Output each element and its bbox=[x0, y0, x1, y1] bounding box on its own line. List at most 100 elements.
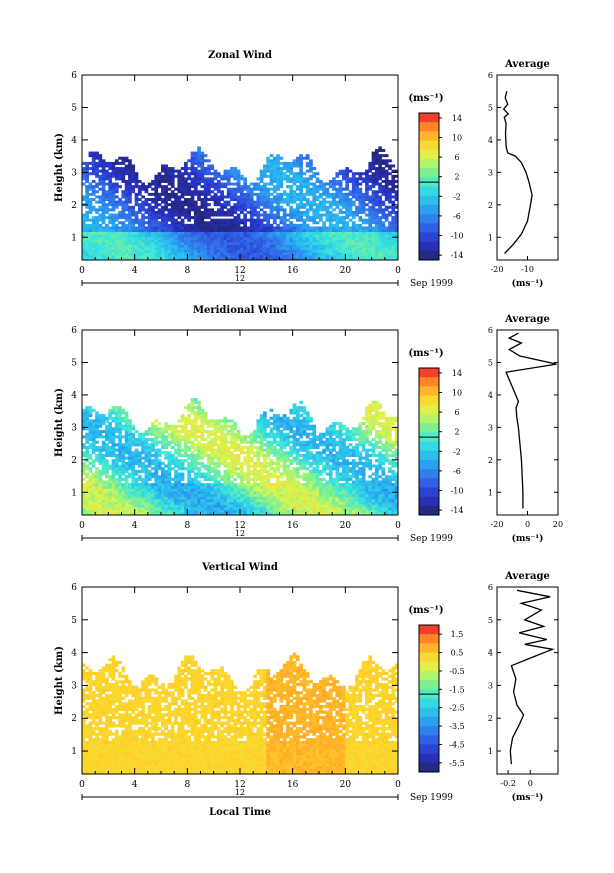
heatmap-cell bbox=[91, 239, 96, 243]
heatmap-cell bbox=[190, 234, 195, 238]
heatmap-cell bbox=[105, 226, 109, 230]
heatmap-cell bbox=[118, 198, 122, 202]
heatmap-cell bbox=[358, 223, 363, 227]
heatmap-cell bbox=[249, 485, 254, 489]
heatmap-cell bbox=[184, 419, 188, 423]
heatmap-cell bbox=[328, 205, 333, 209]
heatmap-cell bbox=[82, 198, 86, 202]
heatmap-cell bbox=[144, 198, 149, 202]
heatmap-cell bbox=[167, 477, 172, 481]
heatmap-cell bbox=[193, 208, 198, 212]
heatmap-cell bbox=[167, 499, 172, 503]
heatmap-cell bbox=[266, 445, 271, 450]
heatmap-cell bbox=[124, 461, 129, 465]
heatmap-cell bbox=[118, 249, 122, 253]
heatmap-cell bbox=[174, 174, 178, 178]
heatmap-cell bbox=[161, 169, 165, 173]
heatmap-cell bbox=[246, 218, 251, 222]
heatmap-cell bbox=[180, 190, 185, 194]
heatmap-cell bbox=[312, 252, 317, 256]
heatmap-cell bbox=[259, 213, 264, 217]
heatmap-cell bbox=[299, 190, 303, 194]
heatmap-cell bbox=[381, 159, 386, 163]
colorbar-segment bbox=[419, 223, 439, 233]
heatmap-cell bbox=[82, 177, 86, 181]
heatmap-cell bbox=[230, 218, 234, 222]
heatmap-cell bbox=[114, 203, 119, 207]
heatmap-cell bbox=[88, 485, 93, 489]
heatmap-cell bbox=[249, 435, 254, 439]
heatmap-cell bbox=[88, 203, 93, 207]
heatmap-cell bbox=[269, 507, 274, 511]
heatmap-cell bbox=[394, 229, 399, 232]
heatmap-cell bbox=[180, 483, 185, 487]
heatmap-cell bbox=[233, 203, 238, 207]
heatmap-cell bbox=[220, 195, 224, 199]
heatmap-cell bbox=[249, 451, 254, 455]
heatmap-cell bbox=[374, 159, 379, 163]
heatmap-cell bbox=[233, 254, 238, 258]
heatmap-cell bbox=[230, 195, 234, 199]
heatmap-cell bbox=[243, 177, 247, 181]
heatmap-cell bbox=[190, 499, 195, 503]
heatmap-cell bbox=[151, 483, 155, 487]
heatmap-cell bbox=[256, 182, 261, 186]
heatmap-cell bbox=[144, 467, 149, 471]
heatmap-cell bbox=[111, 213, 116, 217]
x-tick-label: 12 bbox=[234, 266, 245, 276]
heatmap-cell bbox=[131, 185, 136, 189]
heatmap-cell bbox=[190, 469, 195, 473]
heatmap-cell bbox=[200, 167, 205, 171]
heatmap-cell bbox=[295, 257, 300, 261]
heatmap-cell bbox=[82, 507, 86, 511]
heatmap-cell bbox=[371, 254, 376, 258]
heatmap-cell bbox=[338, 192, 343, 196]
heatmap-cell bbox=[384, 205, 389, 209]
heatmap-cell bbox=[299, 257, 303, 261]
heatmap-cell bbox=[118, 512, 122, 516]
heatmap-cell bbox=[134, 456, 139, 460]
heatmap-cell bbox=[233, 187, 238, 191]
heatmap-cell bbox=[256, 507, 261, 511]
heatmap-cell bbox=[180, 475, 185, 479]
heatmap-cell bbox=[358, 210, 363, 214]
heatmap-cell bbox=[193, 167, 198, 171]
heatmap-cell bbox=[263, 496, 267, 500]
heatmap-cell bbox=[259, 419, 264, 423]
heatmap-cell bbox=[88, 456, 93, 460]
heatmap-cell bbox=[210, 195, 215, 199]
heatmap-cell bbox=[154, 210, 159, 214]
heatmap-cell bbox=[157, 422, 162, 426]
heatmap-cell bbox=[213, 172, 218, 176]
heatmap-cell bbox=[157, 453, 162, 457]
heatmap-cell bbox=[322, 185, 326, 189]
heatmap-cell bbox=[161, 435, 165, 439]
heatmap-cell bbox=[141, 501, 145, 505]
heatmap-cell bbox=[105, 241, 109, 245]
heatmap-cell bbox=[180, 488, 185, 492]
heatmap-cell bbox=[263, 467, 267, 471]
heatmap-cell bbox=[223, 491, 228, 495]
heatmap-cell bbox=[167, 203, 172, 207]
heatmap-cell bbox=[98, 485, 103, 489]
heatmap-cell bbox=[95, 249, 99, 253]
heatmap-cell bbox=[151, 501, 155, 505]
heatmap-cell bbox=[161, 485, 165, 489]
heatmap-cell bbox=[121, 223, 126, 227]
heatmap-cell bbox=[299, 159, 303, 163]
heatmap-cell bbox=[197, 406, 201, 410]
heatmap-cell bbox=[128, 499, 132, 503]
heatmap-cell bbox=[240, 440, 244, 444]
heatmap-cell bbox=[128, 221, 132, 225]
heatmap-cell bbox=[174, 229, 178, 232]
heatmap-cell bbox=[134, 469, 139, 473]
heatmap-cell bbox=[384, 195, 389, 199]
heatmap-cell bbox=[88, 427, 93, 431]
heatmap-cell bbox=[108, 174, 113, 178]
heatmap-cell bbox=[91, 448, 96, 452]
heatmap-cell bbox=[263, 169, 267, 173]
heatmap-cell bbox=[111, 244, 116, 248]
heatmap-cell bbox=[128, 509, 132, 513]
heatmap-cell bbox=[207, 488, 211, 492]
heatmap-cell bbox=[391, 177, 396, 181]
